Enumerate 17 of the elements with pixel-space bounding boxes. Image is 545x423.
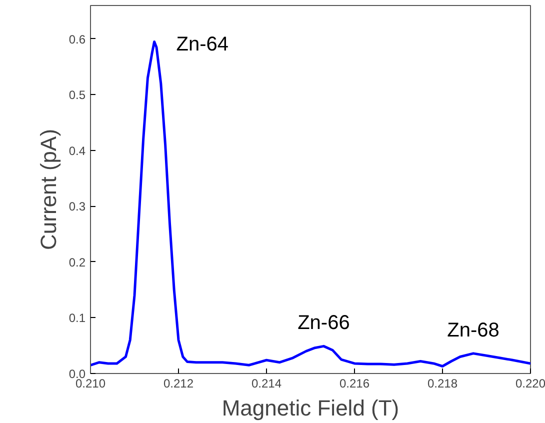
- y-axis-title: Current (pA): [36, 128, 61, 250]
- x-tick-label: 0.214: [251, 376, 282, 390]
- x-tick-label: 0.218: [427, 376, 458, 390]
- annotation: Zn-66: [298, 312, 350, 334]
- x-axis-title: Magnetic Field (T): [222, 396, 400, 420]
- annotation: Zn-68: [447, 319, 500, 342]
- y-tick-label: 0.6: [68, 32, 86, 46]
- x-tick-label: 0.212: [163, 376, 194, 390]
- y-tick-label: 0.2: [68, 255, 86, 270]
- annotation: Zn-64: [176, 34, 229, 56]
- y-tick-label: 0.1: [68, 311, 86, 326]
- x-tick-label: 0.216: [339, 376, 370, 390]
- y-tick-label: 0.3: [68, 200, 86, 214]
- x-tick-label: 0.220: [515, 376, 545, 390]
- y-tick-label: 0.4: [68, 144, 86, 158]
- y-tick-label: 0.5: [68, 88, 86, 102]
- x-tick-label: 0.210: [75, 376, 106, 390]
